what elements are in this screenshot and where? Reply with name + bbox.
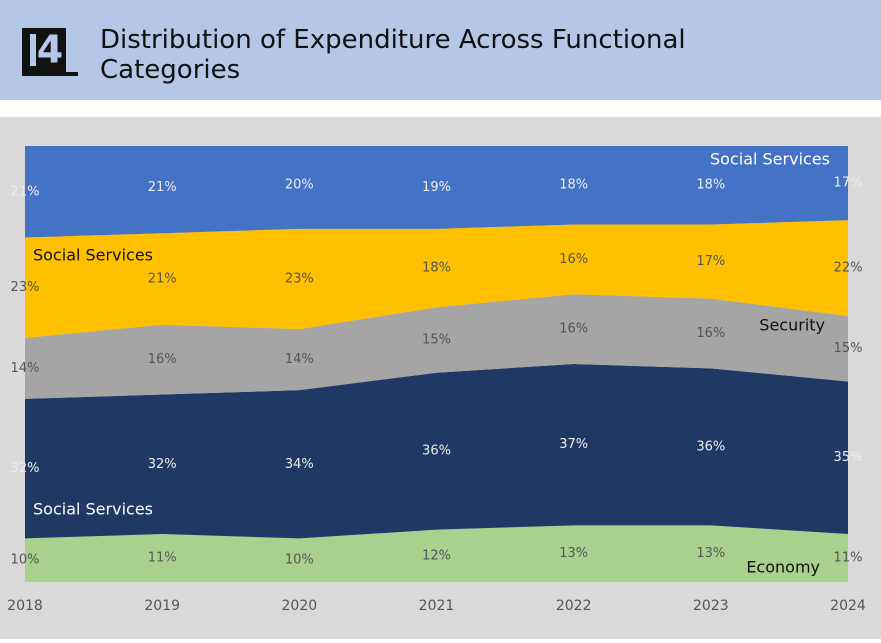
data-label: 10%: [11, 553, 40, 568]
x-tick-label: 2023: [693, 598, 729, 614]
series-label: Social Services: [710, 150, 830, 169]
series-label: Social Services: [33, 246, 153, 265]
data-label: 23%: [285, 271, 314, 286]
data-label: 32%: [148, 457, 177, 472]
data-label: 13%: [559, 546, 588, 561]
data-label: 21%: [148, 180, 177, 195]
data-label: 36%: [422, 444, 451, 459]
data-label: 16%: [148, 352, 177, 367]
data-label: 16%: [696, 326, 725, 341]
data-label: 18%: [696, 178, 725, 193]
data-label: 11%: [148, 551, 177, 566]
x-tick-label: 2021: [419, 598, 455, 614]
area: [25, 364, 848, 539]
header-band: [0, 0, 881, 100]
series-label: Security: [759, 316, 825, 335]
data-label: 21%: [148, 271, 177, 286]
data-label: 37%: [559, 437, 588, 452]
labels: 2018 2019 2020 2021 2022 2023 2024 10% 11% 10% 12%…: [7, 150, 866, 615]
data-label: 34%: [285, 457, 314, 472]
data-label: 16%: [559, 322, 588, 337]
x-tick-label: 2018: [7, 598, 43, 614]
data-label: 14%: [11, 361, 40, 376]
data-label: 17%: [696, 254, 725, 269]
data-label: 10%: [285, 553, 314, 568]
chart-title: Distribution of Expenditure Across Funct…: [100, 25, 686, 85]
data-label: 22%: [834, 261, 863, 276]
data-label: 15%: [422, 333, 451, 348]
data-label: 15%: [834, 341, 863, 356]
x-tick-label: 2024: [830, 598, 866, 614]
series-label: Economy: [746, 558, 820, 577]
area: [25, 146, 848, 238]
data-label: 20%: [285, 178, 314, 193]
data-label: 12%: [422, 548, 451, 563]
x-tick-label: 2019: [144, 598, 180, 614]
data-label: 19%: [422, 180, 451, 195]
area: [25, 220, 848, 338]
data-label: 23%: [11, 280, 40, 295]
x-tick-label: 2020: [282, 598, 318, 614]
header-icon: 4: [22, 28, 78, 76]
area: [25, 525, 848, 582]
area: [25, 294, 848, 399]
svg-text:4: 4: [37, 28, 63, 72]
data-label: 16%: [559, 252, 588, 267]
data-label: 35%: [834, 450, 863, 465]
plot: [25, 146, 848, 582]
data-label: 21%: [11, 184, 40, 199]
data-label: 36%: [696, 439, 725, 454]
series-label: Social Services: [33, 500, 153, 519]
data-label: 11%: [834, 551, 863, 566]
x-tick-label: 2022: [556, 598, 592, 614]
data-label: 18%: [422, 261, 451, 276]
data-label: 32%: [11, 461, 40, 476]
data-label: 17%: [834, 176, 863, 191]
data-label: 14%: [285, 352, 314, 367]
data-label: 18%: [559, 178, 588, 193]
data-label: 13%: [696, 546, 725, 561]
